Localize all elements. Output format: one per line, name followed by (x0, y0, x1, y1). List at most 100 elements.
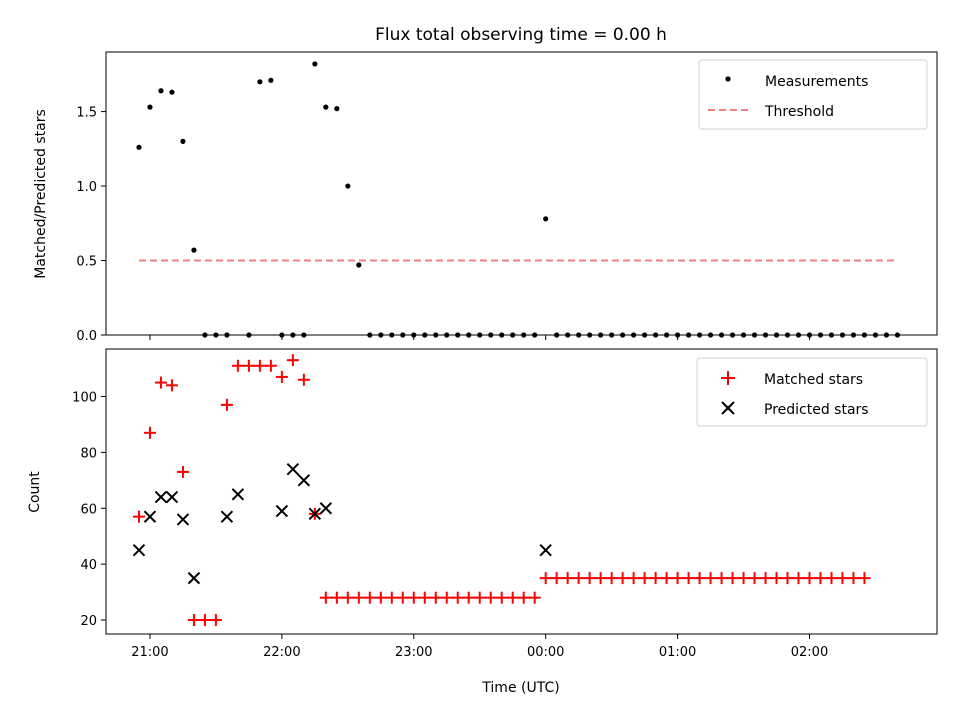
measurement-point (751, 332, 758, 338)
measurement-point (180, 138, 186, 144)
matched-star-point (297, 373, 310, 386)
matched-star-point (330, 591, 343, 604)
measurement-point (674, 332, 681, 338)
matched-star-point (660, 572, 673, 585)
chart-title: Flux total observing time = 0.00 h (375, 25, 667, 45)
measurement-point (202, 332, 208, 338)
top-legend-box (698, 59, 928, 130)
measurement-point (696, 332, 703, 338)
measurement-point (158, 88, 164, 94)
measurement-point (169, 89, 175, 95)
matched-star-point (319, 591, 332, 604)
matched-star-point (143, 426, 156, 439)
measurement-point (707, 332, 714, 338)
matched-star-point (462, 591, 475, 604)
measurement-point (213, 332, 219, 338)
predicted-star-point (319, 502, 333, 515)
measurement-point (422, 332, 428, 338)
matched-star-point (242, 359, 255, 372)
measurement-point (740, 332, 747, 338)
measurement-point (279, 332, 285, 338)
measurement-point (598, 332, 604, 338)
predicted-star-point (220, 510, 234, 523)
measurement-point (576, 332, 582, 338)
matched-star-point (374, 591, 387, 604)
matched-star-point (231, 359, 244, 372)
matched-star-point (517, 591, 530, 604)
matched-star-point (187, 614, 200, 627)
matched-star-point (770, 572, 783, 585)
measurement-point (466, 332, 472, 338)
matched-star-point (704, 572, 717, 585)
measurement-point (817, 332, 824, 338)
legend-predicted-marker (721, 401, 735, 415)
measurement-point (290, 332, 296, 338)
measurement-point (312, 61, 318, 67)
measurement-point (795, 332, 802, 338)
measurement-point (334, 106, 340, 112)
predicted-star-point (132, 543, 146, 557)
predicted-star-point (297, 474, 311, 487)
measurement-point (323, 104, 329, 110)
measurement-point (191, 247, 197, 253)
matched-star-point (341, 591, 354, 604)
matched-star-point (627, 572, 640, 585)
matched-star-point (286, 354, 299, 367)
measurement-point (268, 77, 274, 83)
matched-star-point (473, 591, 486, 604)
measurement-point (136, 144, 142, 150)
measurement-point (631, 332, 637, 338)
y-tick-label: 1.0 (76, 180, 97, 195)
predicted-star-point (231, 488, 245, 501)
bottom-legend: Matched stars Predicted stars (696, 357, 928, 427)
matched-star-point (220, 398, 233, 411)
matched-star-point (726, 572, 739, 585)
measurement-point (729, 332, 736, 338)
measurement-point (554, 332, 560, 338)
matched-star-point (561, 572, 574, 585)
measurement-point (224, 332, 230, 338)
measurement-point (510, 332, 516, 338)
measurement-point (455, 332, 461, 338)
x-tick-label: 02:00 (791, 645, 828, 660)
matched-star-point (781, 572, 794, 585)
matched-star-point (671, 572, 684, 585)
y-tick-label: 100 (72, 391, 97, 406)
predicted-star-point (143, 510, 157, 523)
matched-star-point (715, 572, 728, 585)
matched-star-point (484, 591, 497, 604)
matched-star-point (605, 572, 618, 585)
top-panel: 0.0 0.5 1.0 1.5 Matched/Predicted stars Mea… (33, 51, 938, 344)
x-axis-label: Time (UTC) (481, 680, 559, 696)
matched-star-point (275, 370, 288, 383)
matched-star-point (506, 591, 519, 604)
matched-star-point (550, 572, 563, 585)
measurement-point (147, 104, 153, 110)
measurement-point (356, 262, 362, 268)
top-legend: Measurements Threshold (698, 59, 928, 130)
measurement-point (784, 332, 791, 338)
measurement-point (246, 332, 252, 338)
matched-star-point (847, 572, 860, 585)
matched-star-point (616, 572, 629, 585)
top-y-axis-label: Matched/Predicted stars (33, 109, 49, 279)
measurement-point (543, 216, 549, 222)
measurement-point (521, 332, 527, 338)
matched-star-point (572, 572, 585, 585)
y-tick-label: 0.0 (76, 329, 97, 344)
y-tick-label: 60 (80, 502, 97, 517)
measurement-point (883, 332, 890, 338)
matched-star-point (836, 572, 849, 585)
matched-star-point (825, 572, 838, 585)
legend-matched-label: Matched stars (764, 372, 863, 388)
matched-star-point (792, 572, 805, 585)
bottom-x-ticks: 21:00 22:00 23:00 00:00 01:00 02:00 (131, 634, 828, 660)
matched-star-point (814, 572, 827, 585)
predicted-star-point (539, 543, 552, 557)
matched-star-point (418, 591, 431, 604)
x-tick-label: 21:00 (131, 645, 168, 660)
measurement-point (894, 332, 901, 338)
matched-star-point (154, 376, 167, 389)
legend-matched-marker (721, 371, 735, 385)
